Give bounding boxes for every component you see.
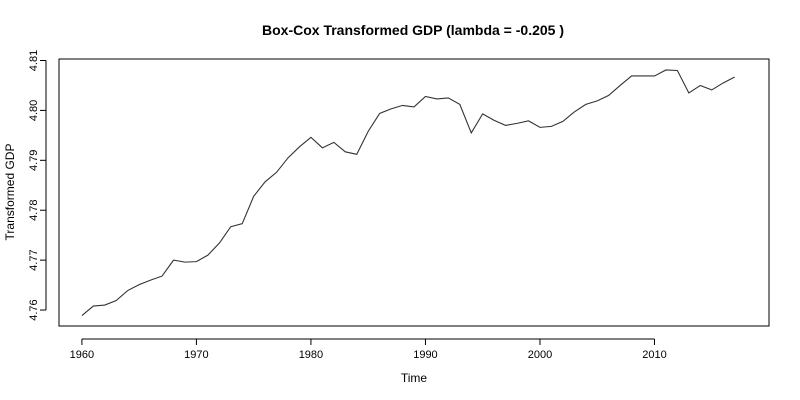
y-axis-label: Transformed GDP [3,144,17,241]
chart-title: Box-Cox Transformed GDP (lambda = -0.205… [262,22,564,38]
y-tick-label: 4.79 [28,150,40,171]
x-tick-label: 1990 [413,349,437,361]
y-tick-label: 4.81 [28,50,40,71]
y-tick-label: 4.78 [28,200,40,221]
y-axis: 4.76 4.77 4.78 4.79 4.80 4.81 [28,50,47,321]
x-tick-label: 2010 [642,349,666,361]
y-tick-label: 4.80 [28,100,40,121]
x-tick-label: 1970 [184,349,208,361]
series-line [81,69,735,316]
x-tick-label: 1960 [70,349,94,361]
y-tick-label: 4.76 [28,299,40,320]
plot-frame [58,58,770,327]
x-tick-label: 2000 [528,349,552,361]
x-tick-label: 1980 [299,349,323,361]
x-axis-label: Time [401,371,428,385]
x-axis: 1960 1970 1980 1990 2000 2010 [70,338,667,361]
y-tick-label: 4.77 [28,249,40,270]
